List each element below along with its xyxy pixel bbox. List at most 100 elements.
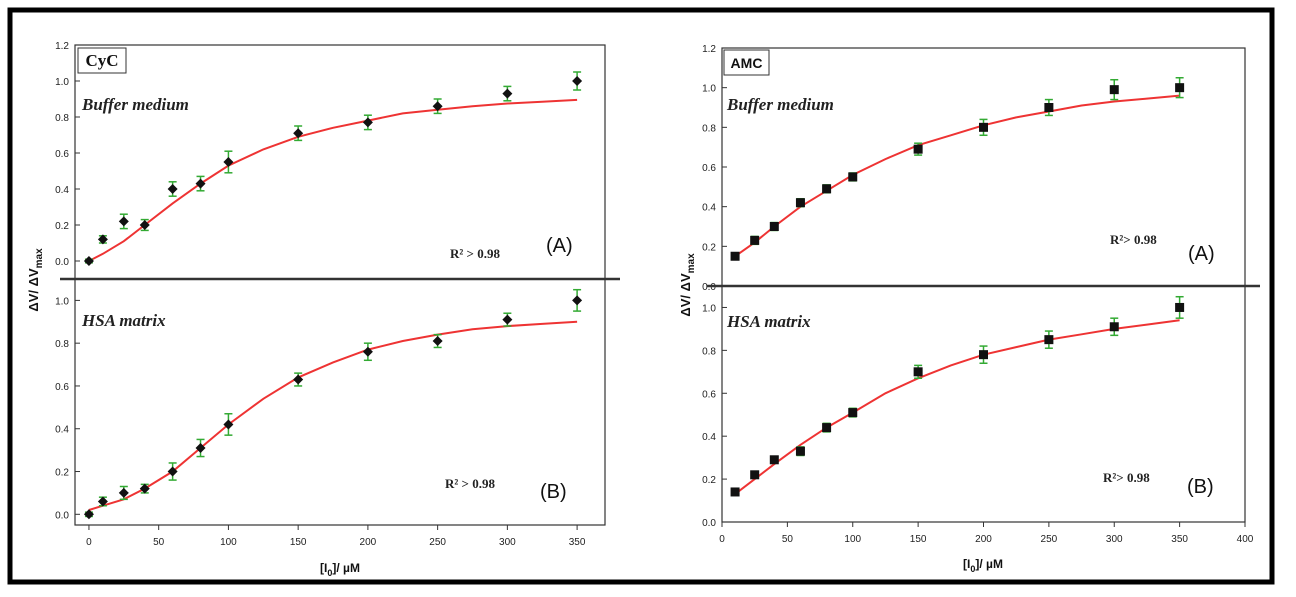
y-tick-label: 0.4 (55, 185, 69, 196)
data-point (118, 487, 129, 498)
x-tick-label: 300 (499, 537, 516, 548)
data-point (1109, 85, 1119, 95)
r-squared-label: R² > 0.98 (450, 246, 500, 261)
y-tick-label: 0.2 (55, 221, 69, 232)
fit-curve (734, 319, 1180, 495)
data-point (1175, 83, 1185, 93)
y-tick-label: 1.2 (55, 41, 69, 52)
data-point (502, 88, 513, 99)
y-tick-label: 0.8 (55, 339, 69, 350)
data-point (795, 446, 805, 456)
data-point (1044, 335, 1054, 345)
y-tick-label: 0.2 (55, 468, 69, 479)
data-point (822, 423, 832, 433)
x-tick-label: 50 (782, 534, 794, 545)
panel-b: 0.0 0.2 0.4 0.6 0.8 1.0 HSA matrix R²> 0.98 (B) (702, 284, 1260, 529)
panel-letter: (A) (1188, 243, 1215, 265)
plot-frame (74, 44, 606, 526)
tag-box (723, 49, 770, 76)
tag-label: CyC (85, 51, 118, 70)
y-tick-label: 0.6 (55, 149, 69, 160)
y-tick-label: 0.0 (55, 510, 69, 521)
x-tick-label: 0 (86, 537, 92, 548)
x-tick-label: 200 (360, 537, 377, 548)
medium-label: Buffer medium (81, 95, 189, 114)
panel-letter: (B) (540, 481, 567, 503)
data-point (139, 483, 150, 494)
y-tick-label: 0.0 (702, 518, 716, 529)
panel-letter: (B) (1187, 476, 1214, 498)
y-tick-label: 0.6 (702, 163, 716, 174)
data-point (97, 496, 108, 507)
x-tick-label: 300 (1106, 534, 1123, 545)
x-tick-label: 0 (719, 534, 725, 545)
data-point (432, 336, 443, 347)
data-point (1044, 103, 1054, 112)
data-point (293, 374, 304, 385)
x-tick-label: 150 (910, 534, 927, 545)
y-tick-label: 1.0 (55, 296, 69, 307)
data-point (167, 184, 178, 194)
y-tick-label: 0.4 (55, 425, 69, 436)
x-tick-label: 50 (153, 537, 165, 548)
y-tick-label: 1.0 (702, 303, 716, 314)
y-tick-label: 0.6 (702, 389, 716, 400)
y-tick-label: 0.6 (55, 382, 69, 393)
data-point (1109, 322, 1119, 332)
fit-curve (734, 94, 1180, 258)
panel-b: 0.0 0.2 0.4 0.6 0.8 1.0 HSA matrix R² > 0.98 (B) (55, 277, 620, 521)
tag-box (77, 47, 127, 74)
chart-cyc: 0.0 0.2 0.4 0.6 0.8 1.0 1.2 Buffer medium R² > 0… (26, 41, 620, 578)
tag-label: AMC (731, 55, 763, 71)
data-point (432, 101, 443, 112)
data-point (730, 251, 740, 261)
y-tick-label: 0.0 (55, 257, 69, 268)
data-point (502, 314, 513, 325)
data-point (769, 455, 779, 465)
panel-a: 0.0 0.2 0.4 0.6 0.8 1.0 1.2 Buffer medium R²> 0.… (702, 44, 1215, 293)
data-point (118, 216, 129, 227)
x-tick-label: 150 (290, 537, 307, 548)
y-tick-label: 0.2 (702, 242, 716, 253)
y-tick-label: 0.8 (702, 346, 716, 357)
data-point (167, 466, 178, 477)
x-tick-label: 200 (975, 534, 992, 545)
data-point (362, 346, 373, 357)
medium-label: Buffer medium (726, 95, 834, 114)
y-tick-label: 1.0 (55, 77, 69, 88)
data-point (730, 487, 740, 497)
data-point (913, 144, 923, 154)
y-tick-label: 0.2 (702, 475, 716, 486)
x-tick-label: 250 (1041, 534, 1058, 545)
data-point (769, 222, 779, 231)
data-point (750, 470, 760, 480)
y-tick-label: 0.4 (702, 203, 716, 214)
y-tick-label: 0.0 (702, 282, 716, 293)
r-squared-label: R²> 0.98 (1103, 470, 1150, 485)
data-point (83, 256, 94, 266)
y-tick-label: 0.8 (702, 123, 716, 134)
x-axis-label: [I0]/ µM (963, 557, 1003, 574)
x-axis-label: [I0]/ µM (320, 561, 360, 578)
x-tick-label: 350 (569, 537, 586, 548)
x-tick-label: 100 (844, 534, 861, 545)
data-point (1175, 302, 1185, 312)
chart-amc: 0.0 0.2 0.4 0.6 0.8 1.0 1.2 Buffer medium R²> 0.… (678, 44, 1260, 574)
data-point (362, 117, 373, 128)
data-point (223, 157, 234, 167)
medium-label: HSA matrix (81, 311, 166, 330)
data-point (750, 235, 760, 245)
y-axis-label: ΔV/ ΔVmax (26, 248, 45, 312)
data-point (979, 122, 988, 132)
panel-letter: (A) (546, 235, 573, 257)
data-point (195, 178, 206, 189)
y-tick-label: 0.8 (55, 113, 69, 124)
data-point (848, 172, 858, 182)
y-tick-label: 1.2 (702, 44, 716, 55)
y-tick-label: 1.0 (702, 84, 716, 95)
x-tick-label: 250 (429, 537, 446, 548)
data-point (848, 408, 858, 418)
medium-label: HSA matrix (726, 312, 811, 331)
data-point (572, 295, 583, 306)
